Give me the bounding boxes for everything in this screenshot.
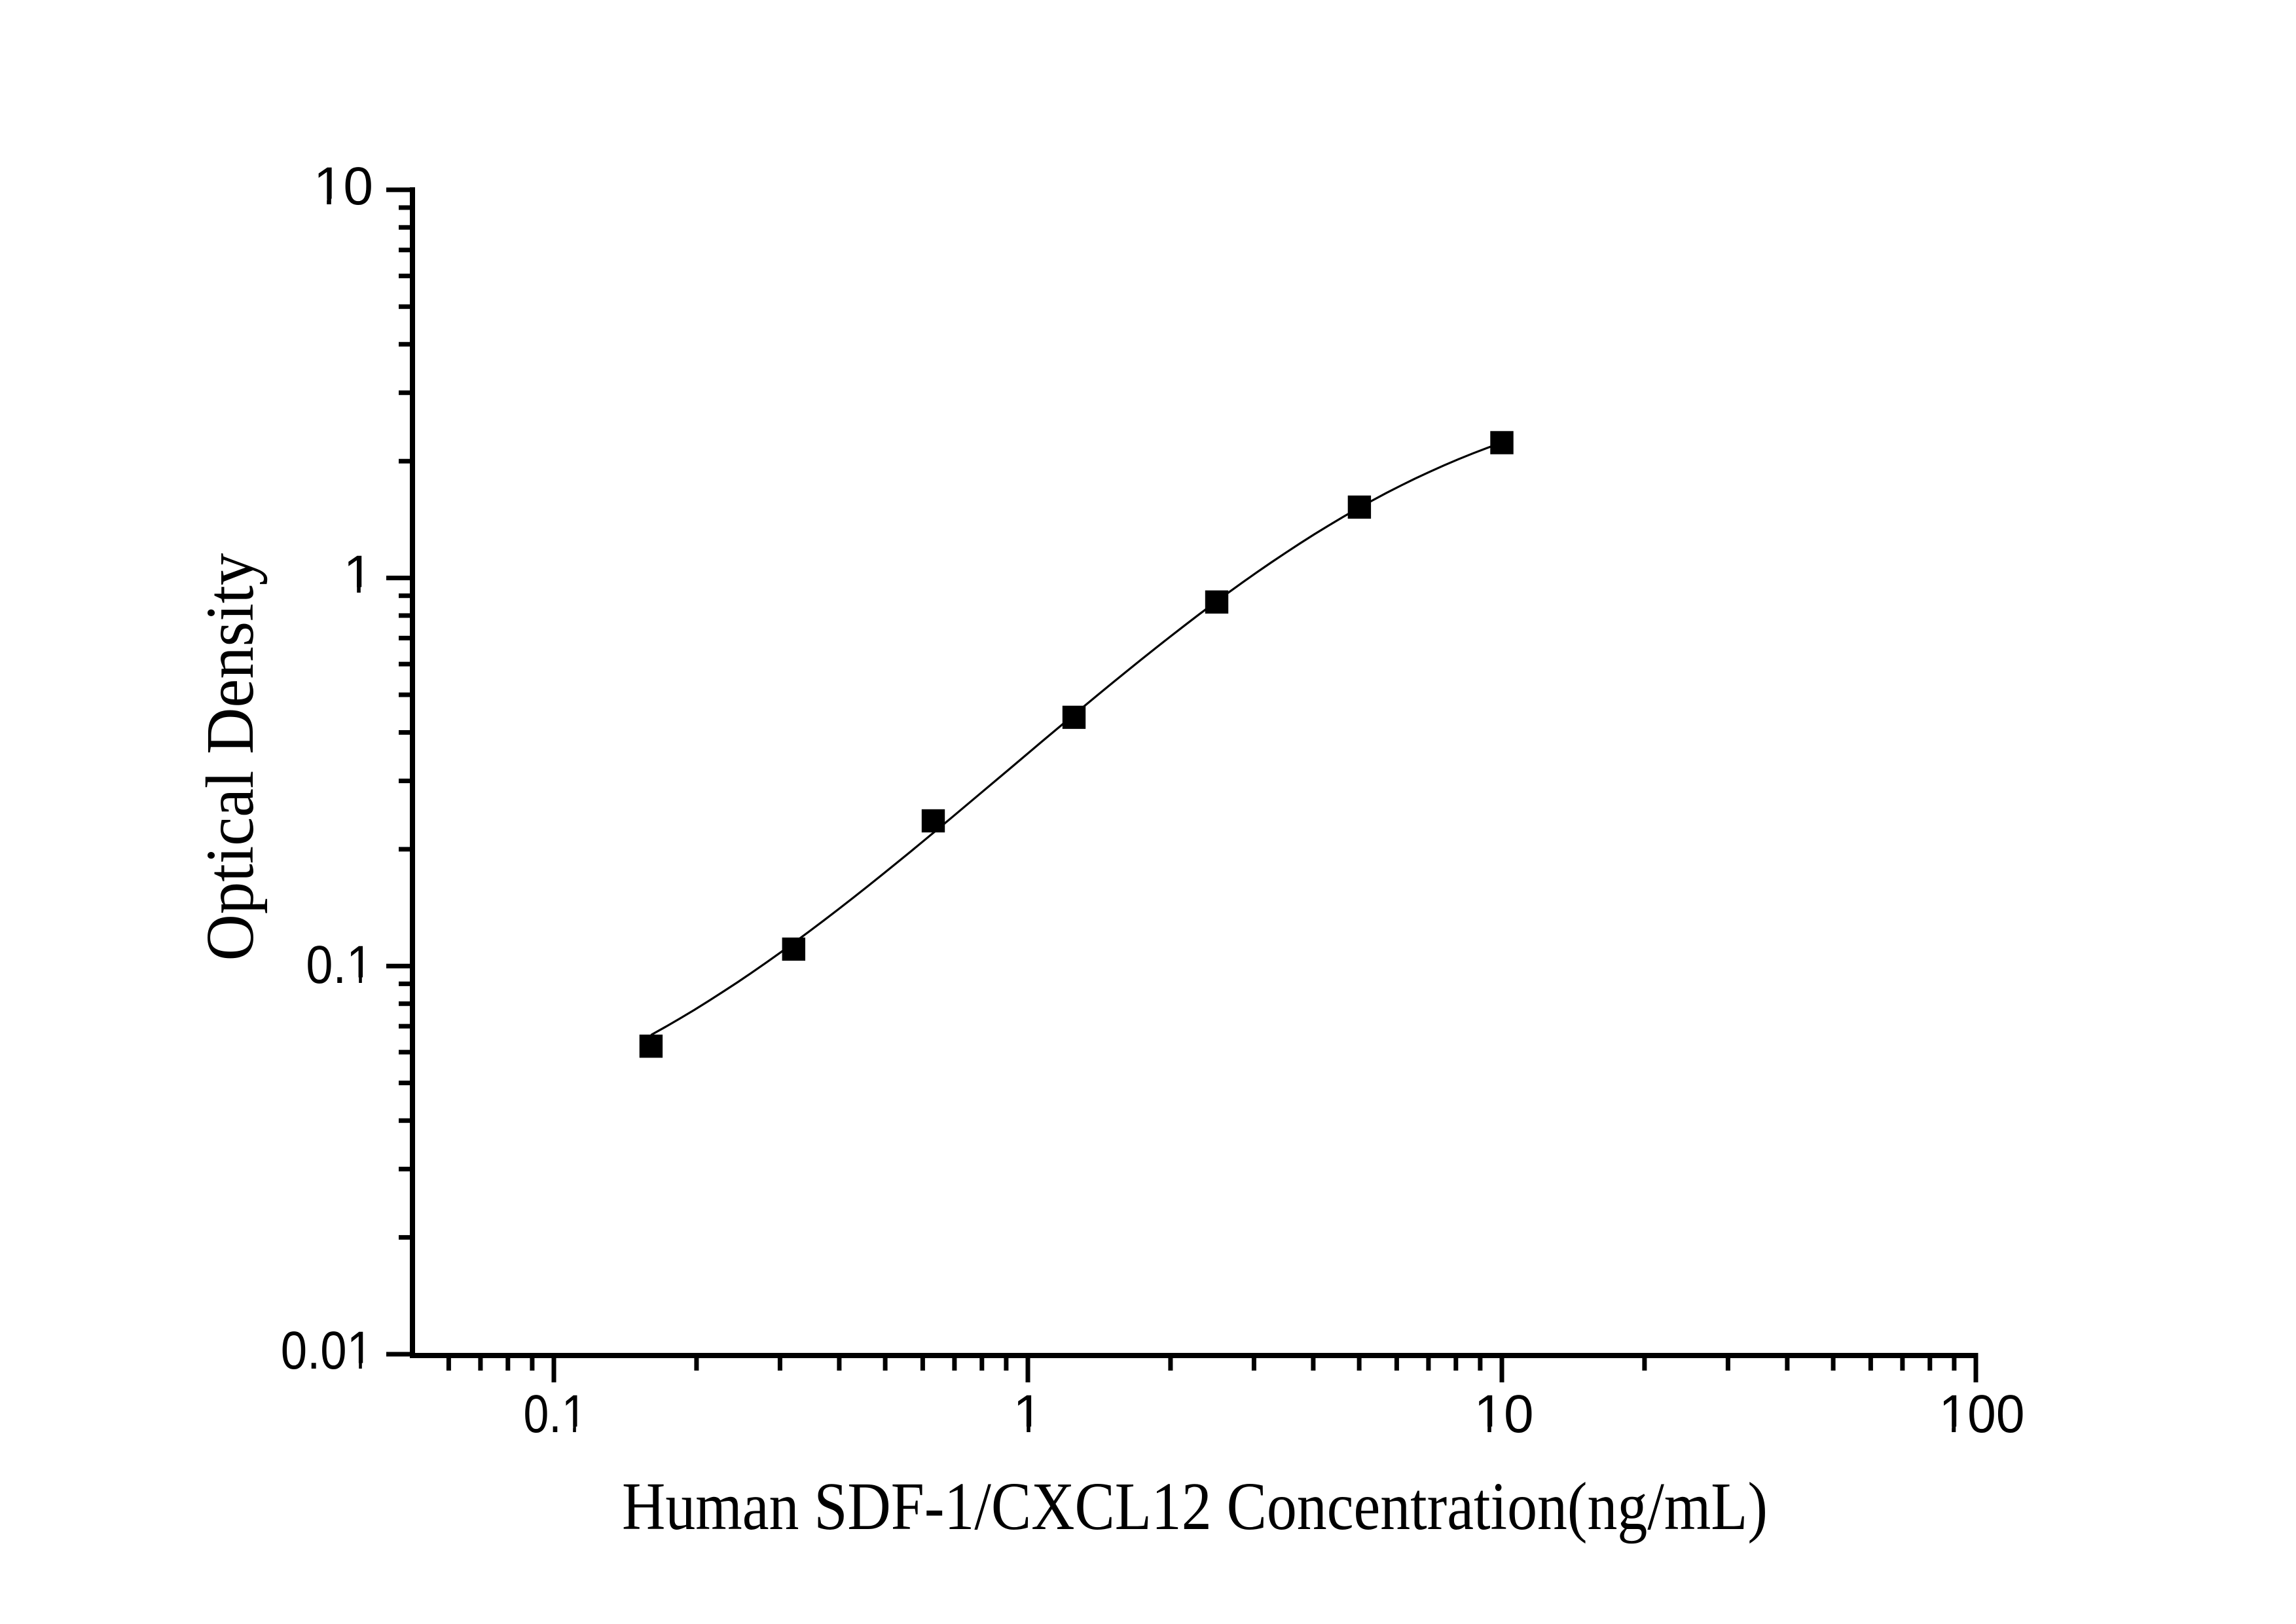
svg-text:1: 1	[343, 545, 373, 604]
svg-text:Optical Density: Optical Density	[192, 553, 268, 961]
svg-text:100: 100	[1939, 1384, 2025, 1444]
svg-text:0.01: 0.01	[281, 1321, 373, 1380]
svg-text:10: 10	[1474, 1384, 1533, 1444]
svg-text:Human SDF-1/CXCL12 Concentrati: Human SDF-1/CXCL12 Concentration(ng/mL)	[622, 1469, 1768, 1544]
svg-text:0.1: 0.1	[306, 934, 373, 995]
svg-text:1: 1	[1013, 1384, 1043, 1444]
svg-text:10: 10	[314, 157, 373, 216]
svg-text:0.1: 0.1	[524, 1384, 587, 1444]
